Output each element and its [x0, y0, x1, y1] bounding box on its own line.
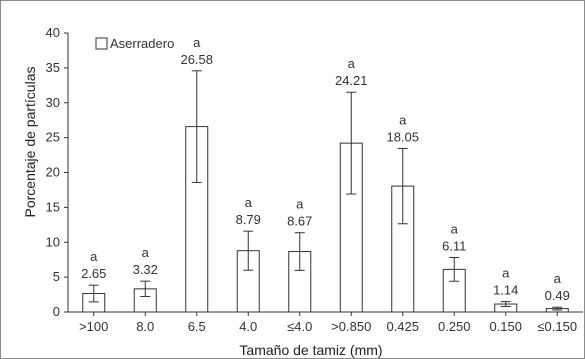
significance-letter: a [296, 197, 304, 212]
value-label: 18.05 [386, 129, 419, 144]
value-label: 8.79 [236, 212, 261, 227]
value-label: 6.11 [442, 239, 466, 254]
significance-letter: a [142, 245, 150, 260]
y-tick-label: 10 [46, 234, 60, 249]
x-tick-label: 8.0 [136, 319, 154, 334]
y-tick-label: 40 [46, 25, 60, 40]
x-tick-label: ≤4.0 [287, 319, 312, 334]
x-tick-label: 0.250 [438, 319, 471, 334]
x-tick-label: 4.0 [239, 319, 257, 334]
x-tick-label: >0.850 [331, 319, 371, 334]
value-label: 26.58 [180, 52, 213, 67]
y-tick-label: 30 [46, 95, 60, 110]
x-tick-label: ≤0.150 [537, 319, 577, 334]
value-label: 3.32 [133, 262, 158, 277]
y-tick-label: 5 [53, 269, 60, 284]
y-tick-label: 0 [53, 304, 60, 319]
bars: 2.65 a 3.32 a 26.58 a 8.79 a 8.67 a 24.21 a 18.05 a 6.… [81, 35, 570, 313]
significance-letter: a [399, 112, 407, 127]
y-tick-label: 20 [46, 165, 60, 180]
y-tick-label: 25 [46, 130, 60, 145]
value-label: 2.65 [81, 266, 106, 281]
significance-letter: a [348, 56, 356, 71]
value-label: 8.67 [287, 214, 312, 229]
x-tick-label: >100 [79, 319, 108, 334]
x-tick-label: 0.425 [386, 319, 419, 334]
significance-letter: a [502, 266, 510, 281]
value-label: 1.14 [493, 283, 518, 298]
x-axis-title: Tamaño de tamiz (mm) [239, 342, 382, 358]
y-axis-ticks: 0 5 10 15 20 25 30 35 40 [46, 25, 68, 319]
value-label: 0.49 [545, 288, 570, 303]
x-tick-label: 6.5 [188, 319, 206, 334]
x-axis-tick-labels: >100 8.0 6.5 4.0 ≤4.0 >0.850 0.425 0.250 0.150 ≤0… [79, 312, 577, 334]
y-tick-label: 35 [46, 60, 60, 75]
y-axis-title: Porcentaje de partículas [22, 67, 38, 218]
significance-letter: a [193, 35, 201, 50]
legend-swatch [95, 37, 108, 50]
x-tick-label: 0.150 [489, 319, 522, 334]
significance-letter: a [554, 271, 562, 286]
significance-letter: a [90, 249, 98, 264]
value-label: 24.21 [335, 73, 368, 88]
legend-label: Aserradero [110, 36, 174, 51]
legend: Aserradero [95, 36, 174, 51]
significance-letter: a [245, 195, 253, 210]
significance-letter: a [451, 222, 459, 237]
y-tick-label: 15 [46, 199, 60, 214]
